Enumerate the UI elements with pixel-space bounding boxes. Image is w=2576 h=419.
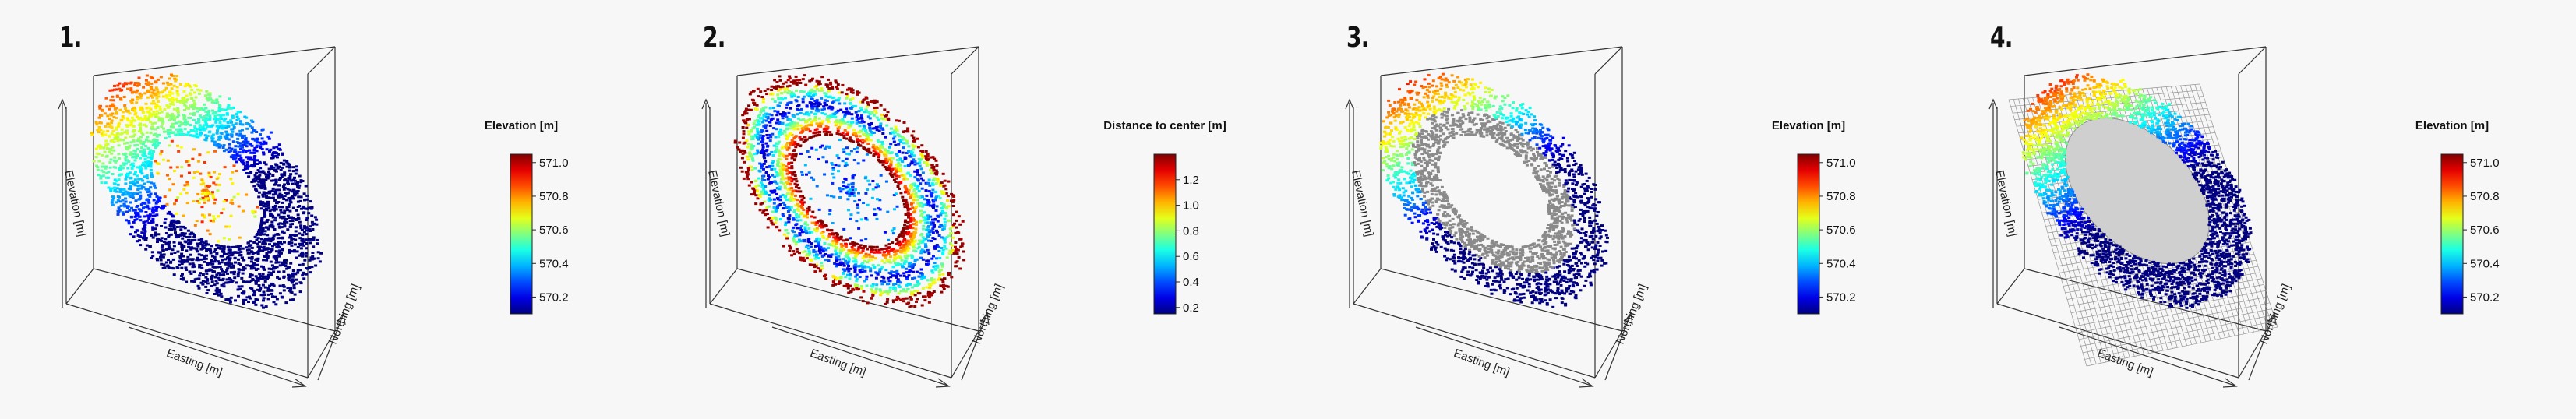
axis-box [1996,46,2267,379]
axis-arrows [58,98,346,388]
colorbar-title: Distance to center [m] [1103,119,1226,132]
colorbar-tick-label: 570.2 [539,290,569,304]
plot-svg: Elevation [m]Easting [m]Northing [m]Elev… [1988,46,2500,388]
z-axis-label: Elevation [m] [1992,169,2020,238]
axis-arrows [701,98,990,388]
colorbar-tick-label: 0.6 [1183,250,1199,263]
panel-2: 2. Elevation [m] Easting [m] Northing [m] D… [644,0,1287,419]
colorbar-tick-label: 570.6 [539,224,569,237]
panel-number: 4. [1990,22,2013,54]
colorbar-tick-label: 0.8 [1183,224,1199,238]
colorbar-title: Elevation [m] [485,119,558,132]
point-cloud [2020,73,2253,309]
colorbar-tick-label: 570.2 [1826,290,1856,304]
colorbar-gradient [510,153,533,315]
panel-number: 3. [1346,22,1369,54]
colorbar-tick-label: 1.0 [1183,199,1199,213]
z-axis-label: Elevation [m] [705,169,732,238]
y-axis-label: Northing [m] [970,282,1006,346]
x-axis-label: Easting [m] [1452,347,1511,379]
colorbar: Distance to center [m] 1.2 1.0 0.8 0.6 0.4 0.2 [1103,119,1226,315]
colorbar-tick-label: 570.6 [1826,224,1856,237]
colorbar-tick-label: 570.8 [539,190,569,203]
point-cloud [1379,72,1609,308]
colorbar-title: Elevation [m] [2415,119,2489,132]
colorbar-tick-label: 570.6 [2470,224,2500,237]
colorbar-gradient [1153,153,1177,315]
x-axis-label: Easting [m] [164,347,224,379]
colorbar-tick-label: 570.2 [2470,290,2500,304]
point-cloud [733,74,966,308]
colorbar-tick-label: 570.4 [2470,257,2500,270]
colorbar-gradient [2440,153,2464,315]
colorbar-gradient [1797,153,1820,315]
colorbar-tick-label: 570.8 [1826,190,1856,203]
axis-box [1353,46,1623,379]
y-axis-label: Northing [m] [326,282,362,346]
colorbar-tick-label: 570.8 [2470,190,2500,203]
colorbar-tick-label: 0.2 [1183,301,1199,315]
colorbar-tick-label: 571.0 [1826,157,1856,170]
colorbar-tick-label: 0.4 [1183,276,1199,289]
point-cloud [90,73,323,309]
y-axis-label: Northing [m] [2257,282,2293,346]
colorbar-tick-label: 1.2 [1183,174,1199,187]
colorbar-tick-label: 570.4 [539,257,569,270]
panel-number: 2. [703,22,725,54]
colorbar: Elevation [m] 571.0 570.8 570.6 570.4 570.2 [2415,119,2500,315]
colorbar: Elevation [m] 571.0 570.8 570.6 570.4 570.2 [485,119,569,315]
panel-number: 1. [59,22,82,54]
axis-box [709,46,979,379]
panel-4: 4. Elevation [m] Easting [m] Northing [m] E… [1931,0,2574,419]
plot-svg: Elevation [m] Easting [m] Northing [m] Elev… [58,46,569,388]
x-axis-label: Easting [m] [808,347,867,379]
colorbar-tick-label: 570.4 [1826,257,1856,270]
plot-svg: Elevation [m] Easting [m] Northing [m] Elev… [1345,46,1856,388]
axis-arrows [1345,98,1633,388]
colorbar-title: Elevation [m] [1772,119,1845,132]
plot-svg: Elevation [m] Easting [m] Northing [m] Dist… [701,46,1226,388]
z-axis-label: Elevation [m] [62,169,89,238]
z-axis-label: Elevation [m] [1349,169,1376,238]
colorbar: Elevation [m] 571.0 570.8 570.6 570.4 570.2 [1772,119,1856,315]
colorbar-tick-label: 571.0 [539,157,569,170]
axis-box [65,46,336,379]
y-axis-label: Northing [m] [1614,282,1650,346]
panel-3: 3. Elevation [m] Easting [m] Northing [m] E… [1287,0,1931,419]
colorbar-tick-label: 571.0 [2470,157,2500,170]
panel-1: 1. Elevation [m] Easting [m] Northing [m] E… [0,0,644,419]
